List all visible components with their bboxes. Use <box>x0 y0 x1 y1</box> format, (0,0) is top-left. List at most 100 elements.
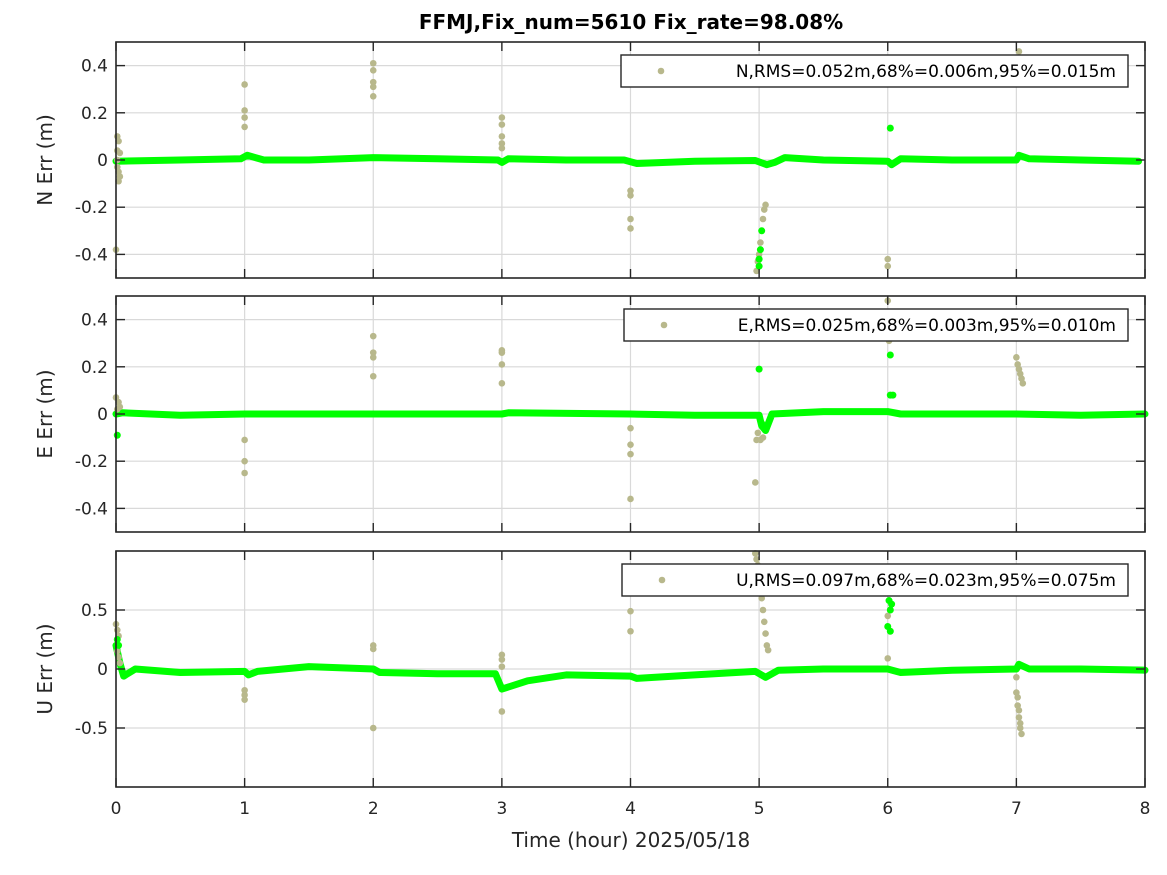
float-point <box>498 708 506 715</box>
float-point <box>498 656 506 663</box>
float-point <box>627 450 634 458</box>
float-point <box>759 606 767 614</box>
x-tick-label: 4 <box>625 799 636 819</box>
float-point <box>498 651 506 659</box>
float-point <box>751 479 759 486</box>
float-point <box>627 192 634 199</box>
float-point <box>241 107 248 114</box>
y-tick-label: 0.2 <box>81 358 108 378</box>
float-point <box>116 149 124 157</box>
float-point <box>369 645 377 653</box>
fix-point <box>758 227 766 235</box>
legend-box <box>620 54 1129 88</box>
float-point <box>762 630 769 637</box>
float-point <box>116 659 124 667</box>
fix-point <box>888 600 896 608</box>
float-point <box>369 372 377 380</box>
panel-0: -0.4 -0.2 0 0.2 0.4 N Err (m) N,RMS=0.052m,68%… <box>33 41 1146 279</box>
float-point <box>884 612 892 620</box>
y-tick-label: 0.5 <box>81 601 108 621</box>
y-axis-label: E Err (m) <box>33 369 57 458</box>
float-point <box>1016 724 1024 732</box>
float-point <box>1015 48 1023 55</box>
fix-series-line <box>112 151 1143 169</box>
legend-label: E,RMS=0.025m,68%=0.003m,95%=0.010m <box>738 316 1116 336</box>
y-tick-label: -0.2 <box>75 452 108 472</box>
float-point <box>498 140 506 147</box>
float-point <box>241 469 248 477</box>
float-point <box>369 78 377 86</box>
y-tick-label: -0.5 <box>75 719 108 739</box>
float-point <box>760 618 768 626</box>
y-tick-label: 0 <box>97 660 108 680</box>
float-point <box>369 354 377 361</box>
float-point <box>1019 380 1027 387</box>
float-point <box>369 59 377 67</box>
fix-point <box>115 641 123 649</box>
float-point <box>498 144 506 152</box>
fix-point <box>755 255 763 263</box>
float-point <box>498 114 506 121</box>
float-point <box>627 607 634 615</box>
float-point <box>1015 714 1023 721</box>
float-point <box>1013 354 1020 361</box>
float-point <box>753 555 760 563</box>
y-tick-label: -0.2 <box>75 198 108 218</box>
float-point <box>884 655 892 662</box>
x-tick-label: 3 <box>496 799 507 819</box>
y-tick-label: 0 <box>97 405 108 425</box>
fix-point <box>886 627 894 635</box>
legend-box <box>621 563 1129 597</box>
float-point <box>113 626 121 634</box>
float-point <box>884 255 892 263</box>
panels: -0.4 -0.2 0 0.2 0.4 N Err (m) N,RMS=0.052m,68%… <box>33 41 1150 819</box>
float-point <box>369 349 377 356</box>
x-tick-label: 1 <box>239 799 250 819</box>
float-point <box>1015 707 1023 714</box>
fix-point <box>889 391 897 399</box>
float-point <box>627 215 634 223</box>
fix-point <box>755 365 763 373</box>
fix-point <box>886 124 894 132</box>
y-tick-label: -0.4 <box>75 499 108 519</box>
float-point <box>1014 694 1021 701</box>
float-point <box>627 424 634 432</box>
float-point <box>369 92 377 100</box>
float-point <box>113 405 121 413</box>
float-point <box>115 177 122 185</box>
float-point <box>757 239 764 246</box>
float-point <box>241 436 248 444</box>
float-point <box>759 434 767 441</box>
float-point <box>241 691 248 699</box>
x-tick-label: 0 <box>111 799 122 819</box>
float-point <box>627 627 634 635</box>
float-point <box>627 225 634 232</box>
float-point <box>498 663 506 670</box>
fix-series-line <box>112 641 1149 693</box>
float-point <box>1016 719 1024 727</box>
float-point <box>884 262 892 270</box>
legend-box <box>623 308 1129 342</box>
float-point <box>115 653 122 661</box>
fix-point <box>113 636 121 643</box>
float-point <box>369 83 377 91</box>
x-tick-label: 8 <box>1140 799 1151 819</box>
fix-series-line <box>112 408 1149 434</box>
fix-point <box>755 262 763 270</box>
float-point <box>241 686 248 694</box>
legend: N,RMS=0.052m,68%=0.006m,95%=0.015m <box>620 54 1129 88</box>
float-point <box>369 332 377 340</box>
y-tick-label: 0.4 <box>81 311 108 331</box>
float-point <box>115 137 122 145</box>
y-tick-label: 0.2 <box>81 104 108 124</box>
fix-point <box>756 246 764 254</box>
legend-marker <box>657 67 665 75</box>
fix-point <box>886 606 894 614</box>
float-point <box>498 380 506 387</box>
figure-title: FFMJ,Fix_num=5610 Fix_rate=98.08% <box>419 10 843 34</box>
float-point <box>627 441 634 448</box>
panel-1: -0.4 -0.2 0 0.2 0.4 E Err (m) E,RMS=0.025m,68%… <box>33 295 1149 533</box>
float-point <box>627 495 634 503</box>
panel-2: -0.5 0 0.5 0 1 2 3 4 5 6 7 8 U Err (m) U,RMS=0.097m,6… <box>33 550 1150 819</box>
